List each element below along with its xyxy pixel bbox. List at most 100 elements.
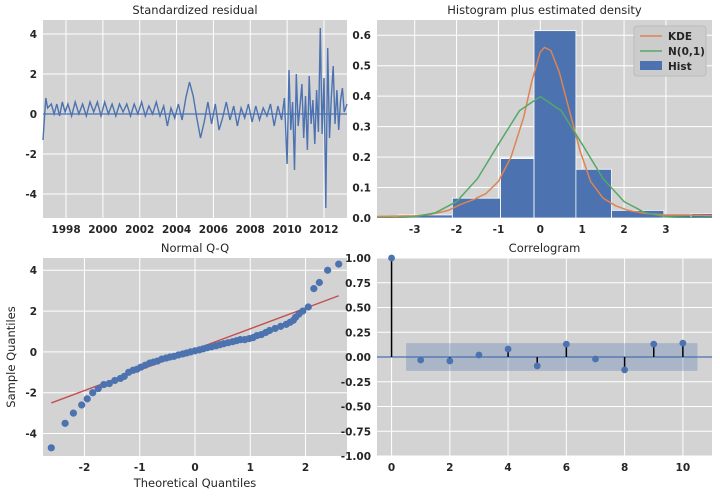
x-tick-label: 6 (563, 462, 570, 474)
y-tick-label: -2 (25, 149, 37, 161)
y-tick-label: 0.25 (345, 327, 371, 339)
x-tick-label: 8 (621, 462, 628, 474)
correlogram-panel: Correlogram 0 2 4 6 8 10 -1.00 -0.75 -0.50 -0.25 0.… (341, 241, 712, 474)
histogram-panel: Histogram plus estimated density -3 -2 -1 0 1… (352, 3, 712, 236)
x-tick-label: 3 (662, 224, 669, 236)
acf-marker (679, 339, 687, 347)
acf-marker (533, 362, 541, 370)
y-tick-label: 4 (30, 29, 37, 41)
acf-marker (562, 340, 570, 348)
acf-marker (388, 254, 395, 262)
qq-point (304, 303, 312, 311)
x-tick-label: 2002 (125, 224, 154, 236)
y-tick-label: 0.50 (345, 303, 371, 315)
y-tick-label: 2 (30, 69, 37, 81)
y-tick-label: 0 (30, 109, 37, 121)
chart-title: Standardized residual (132, 3, 257, 17)
qq-point (310, 285, 318, 293)
x-tick-label: 2 (620, 224, 627, 236)
x-tick-label: 1 (579, 224, 586, 236)
qq-point (315, 278, 323, 287)
legend-hist-swatch (640, 61, 662, 70)
x-tick-label: 4 (504, 462, 511, 474)
x-tick-label: 2006 (199, 224, 228, 236)
x-tick-label: 2008 (236, 224, 265, 236)
qq-point (266, 326, 274, 335)
y-tick-label: 0.5 (352, 61, 371, 73)
y-tick-label: -0.25 (341, 377, 371, 389)
y-tick-label: 0 (30, 347, 37, 359)
x-tick-label: -1 (134, 462, 146, 474)
legend-label: Hist (668, 61, 692, 73)
y-tick-label: 0.0 (352, 213, 371, 225)
y-tick-label: -1.00 (341, 451, 371, 463)
x-tick-label: -3 (409, 224, 421, 236)
qq-point (89, 389, 97, 397)
qq-panel: Normal Q-Q -2 -1 0 1 2 -4 -2 0 2 4 Theoretical Quan… (4, 241, 347, 490)
y-tick-label: 0.75 (345, 278, 371, 290)
x-tick-label: 2 (302, 462, 309, 474)
x-axis-label: Theoretical Quantiles (133, 476, 257, 490)
y-tick-label: 0.3 (352, 122, 371, 134)
qq-point (271, 324, 279, 333)
x-tick-label: -2 (451, 224, 463, 236)
chart-title: Normal Q-Q (161, 241, 229, 255)
kde-line (377, 46, 712, 218)
acf-marker (446, 357, 454, 365)
normal-density-line (377, 95, 712, 218)
qq-point (277, 322, 285, 330)
y-axis-label: Sample Quantiles (4, 306, 18, 407)
x-tick-label: -2 (79, 462, 91, 474)
y-tick-label: -0.50 (341, 402, 371, 414)
x-tick-label: -1 (493, 224, 505, 236)
hist-bar (451, 197, 501, 218)
y-tick-label: 2 (30, 306, 37, 318)
legend-label: N(0,1) (668, 46, 705, 58)
acf-marker (621, 366, 629, 374)
y-tick-label: 0.00 (345, 352, 371, 364)
histogram-marks (377, 30, 712, 218)
x-tick-label: 1998 (51, 224, 80, 236)
acf-marker (650, 340, 658, 348)
chart-title: Correlogram (509, 241, 581, 255)
y-tick-label: 1.00 (345, 253, 371, 265)
acf-marker (592, 355, 599, 363)
y-tick-label: 0.4 (352, 91, 371, 103)
qq-point (94, 385, 102, 393)
qq-point (324, 266, 332, 274)
hist-bar (575, 168, 612, 218)
x-tick-label: 2000 (88, 224, 117, 236)
x-tick-label: 10 (676, 462, 691, 474)
qq-point (83, 395, 91, 403)
x-tick-label: 2010 (273, 224, 302, 236)
qq-point (111, 376, 119, 385)
y-tick-label: 4 (30, 265, 37, 277)
qq-point (105, 379, 113, 388)
plot-area (43, 20, 347, 218)
acf-marker (417, 356, 425, 364)
qq-point (335, 260, 343, 268)
qq-point (100, 380, 108, 389)
x-tick-label: 1 (247, 462, 254, 474)
x-tick-label: 0 (191, 462, 198, 474)
y-tick-label: -2 (25, 388, 37, 400)
y-tick-label: -4 (25, 429, 37, 441)
y-tick-label: 0.6 (352, 30, 371, 42)
y-tick-label: 0.1 (352, 183, 371, 195)
y-tick-label: -0.75 (341, 426, 371, 438)
qq-point (47, 444, 55, 452)
qq-point (299, 307, 307, 315)
y-tick-label: 0.2 (352, 152, 371, 164)
x-tick-label: 0 (388, 462, 395, 474)
acf-marker (504, 345, 512, 353)
y-tick-label: -4 (25, 189, 37, 201)
x-tick-label: 2004 (162, 224, 191, 236)
residual-line (42, 27, 348, 209)
legend-label: KDE (668, 31, 692, 43)
x-tick-label: 0 (537, 224, 544, 236)
chart-title: Histogram plus estimated density (447, 3, 642, 17)
x-tick-label: 2012 (309, 224, 338, 236)
qq-point (61, 419, 69, 427)
acf-marker (475, 351, 483, 359)
